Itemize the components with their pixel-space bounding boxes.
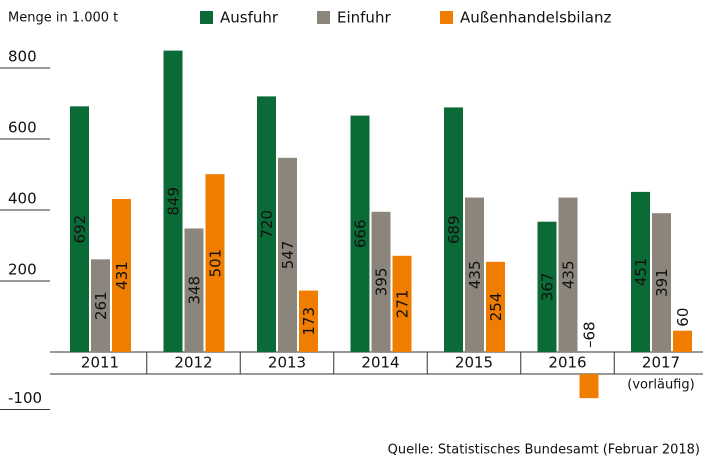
data-label: 435 <box>466 260 484 289</box>
data-label: –68 <box>581 321 599 348</box>
x-tick-label: 2012 <box>174 354 212 372</box>
annotation: (vorläufig) <box>627 378 694 393</box>
data-label: 60 <box>674 308 692 327</box>
data-label: 431 <box>113 261 131 290</box>
bar <box>299 290 318 352</box>
data-label: 261 <box>92 291 110 320</box>
legend-swatch <box>440 11 453 24</box>
data-label: 849 <box>165 187 183 216</box>
bar <box>278 157 297 352</box>
x-tick-label: 2017 <box>642 354 680 372</box>
data-label: 173 <box>300 307 318 336</box>
source: Quelle: Statistisches Bundesamt (Februar… <box>388 443 700 458</box>
data-label: 666 <box>352 219 370 248</box>
data-label: 547 <box>279 241 297 270</box>
bar <box>673 330 692 352</box>
data-label: 451 <box>632 258 650 287</box>
x-tick-label: 2015 <box>455 354 493 372</box>
legend-swatch <box>317 11 330 24</box>
bar <box>350 115 370 352</box>
bar <box>184 228 204 352</box>
data-label: 395 <box>373 268 391 297</box>
bar <box>70 106 89 352</box>
bar <box>465 197 484 352</box>
y-tick-label: 400 <box>8 190 37 208</box>
x-tick-label: 2013 <box>268 354 306 372</box>
x-tick-label: 2014 <box>361 354 399 372</box>
bar <box>652 213 671 352</box>
y-tick-label: 200 <box>8 261 37 279</box>
bar <box>631 191 650 352</box>
bar <box>392 255 412 352</box>
bar <box>163 50 183 352</box>
y-tick-label: 800 <box>8 48 37 66</box>
x-tick-label: 2016 <box>548 354 586 372</box>
legend-swatch <box>200 11 213 24</box>
y-tick-label: -100 <box>8 389 42 407</box>
bar <box>257 96 276 353</box>
data-label: 254 <box>487 293 505 322</box>
legend-label: Einfuhr <box>337 9 391 27</box>
data-label: 367 <box>539 273 557 302</box>
data-label: 720 <box>258 210 276 239</box>
axis-label: Menge in 1.000 t <box>8 11 118 26</box>
legend-label: Ausfuhr <box>220 9 279 27</box>
bar <box>91 259 110 352</box>
bar <box>371 211 391 352</box>
data-label: 348 <box>186 276 204 305</box>
data-label: 391 <box>653 268 671 297</box>
bar <box>486 261 505 352</box>
bar <box>579 374 599 399</box>
bar <box>205 174 225 352</box>
data-label: 689 <box>445 215 463 244</box>
bar <box>537 221 557 352</box>
data-label: 271 <box>394 290 412 319</box>
bar <box>112 198 131 352</box>
x-tick-label: 2011 <box>81 354 119 372</box>
legend-label: Außenhandelsbilanz <box>460 9 611 27</box>
data-label: 692 <box>71 215 89 244</box>
y-tick-label: 600 <box>8 119 37 137</box>
bar <box>444 107 463 352</box>
bar <box>558 197 578 352</box>
data-label: 501 <box>207 249 225 278</box>
data-label: 435 <box>560 260 578 289</box>
